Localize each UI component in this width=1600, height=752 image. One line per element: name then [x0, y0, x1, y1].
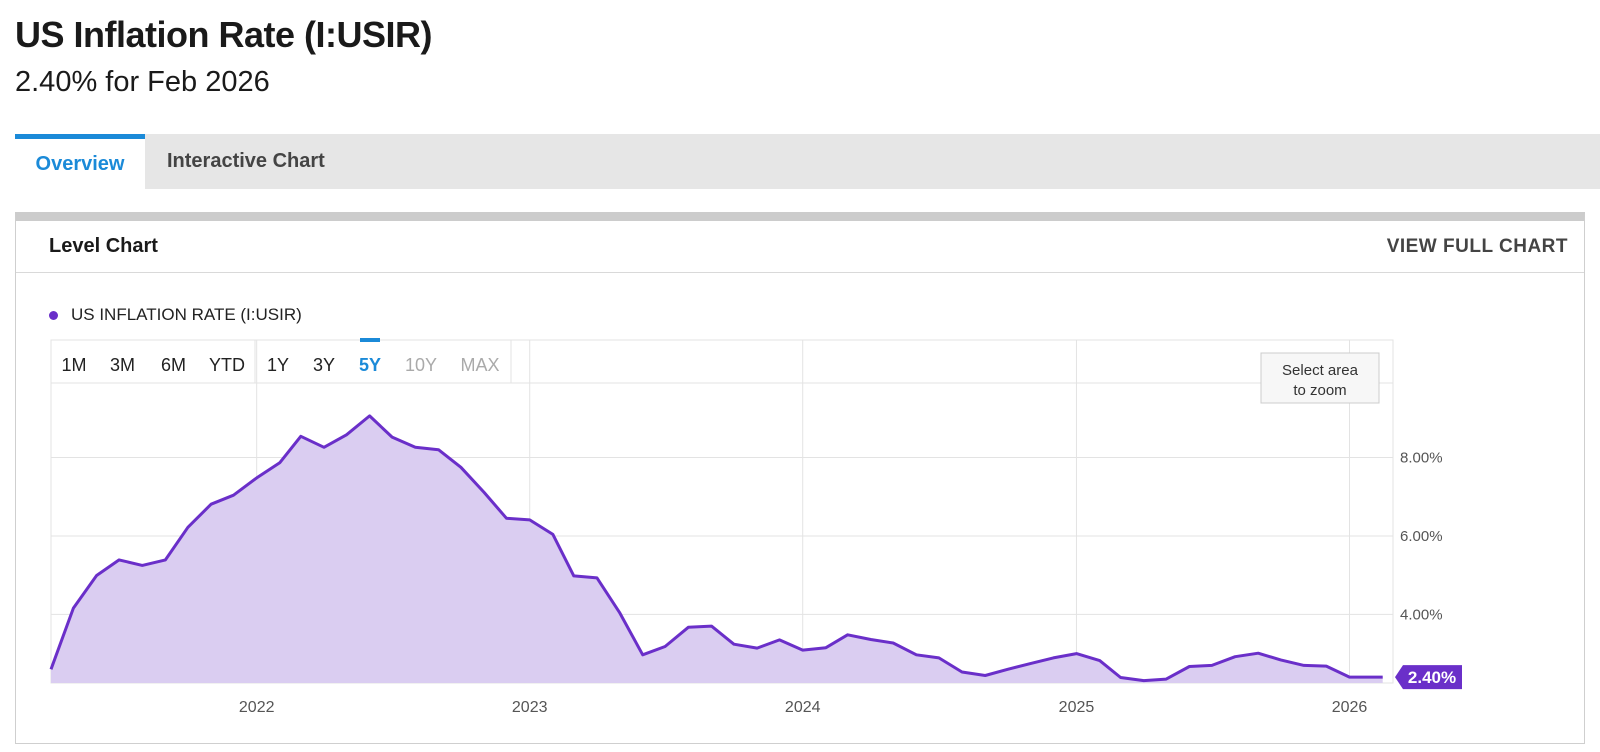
y-tick-label: 4.00% — [1400, 606, 1443, 623]
range-button-label: 10Y — [405, 355, 437, 375]
series-area — [51, 415, 1383, 683]
range-button-label: 5Y — [359, 355, 381, 375]
tab-interactive-chart[interactable]: Interactive Chart — [167, 150, 325, 172]
last-value-label: 2.40% — [1408, 668, 1456, 687]
x-tick-label: 2026 — [1332, 699, 1368, 716]
y-tick-label: 8.00% — [1400, 450, 1443, 467]
zoom-hint-text: Select area — [1282, 362, 1359, 379]
range-button-max: MAX — [460, 355, 499, 375]
x-tick-label: 2025 — [1059, 699, 1095, 716]
x-tick-label: 2022 — [239, 699, 275, 716]
range-button-label: 3Y — [313, 355, 335, 375]
range-button-label: 3M — [110, 355, 135, 375]
x-tick-label: 2024 — [785, 699, 821, 716]
zoom-hint-box — [1260, 352, 1380, 404]
series-line[interactable] — [49, 414, 1383, 683]
range-button-ytd[interactable]: YTD — [209, 355, 245, 375]
range-button-3m[interactable]: 3M — [110, 355, 135, 375]
legend-label: US INFLATION RATE (I:USIR) — [71, 305, 302, 324]
card-header: Level Chart VIEW FULL CHART — [16, 221, 1584, 273]
range-button-1m[interactable]: 1M — [61, 355, 86, 375]
last-value-tag — [1395, 665, 1462, 690]
tab-overview[interactable]: Overview — [15, 134, 145, 189]
zoom-hint-text: to zoom — [1293, 382, 1346, 399]
range-button-label: MAX — [460, 355, 499, 375]
card-title: Level Chart — [49, 235, 158, 257]
level-chart[interactable]: 4.00% 6.00% 8.00% 2022 2023 2024 2025 2026 1M 3M 6… — [16, 221, 1584, 744]
range-button-label: 6M — [161, 355, 186, 375]
legend-dot-icon — [49, 310, 58, 320]
range-button-1y[interactable]: 1Y — [267, 355, 289, 375]
view-full-chart-link[interactable]: VIEW FULL CHART — [1386, 236, 1568, 257]
range-button-label: 1Y — [267, 355, 289, 375]
range-button-5y[interactable]: 5Y — [359, 338, 381, 375]
active-range-indicator — [360, 338, 380, 342]
page-subtitle: 2.40% for Feb 2026 — [15, 66, 270, 98]
range-button-label: YTD — [209, 355, 245, 375]
range-button-10y: 10Y — [405, 355, 437, 375]
x-tick-label: 2023 — [512, 699, 548, 716]
page-title: US Inflation Rate (I:USIR) — [15, 14, 433, 55]
range-button-6m[interactable]: 6M — [161, 355, 186, 375]
level-chart-card: Level Chart VIEW FULL CHART US INFLATION… — [15, 212, 1585, 744]
range-button-label: 1M — [61, 355, 86, 375]
range-button-3y[interactable]: 3Y — [313, 355, 335, 375]
y-tick-label: 6.00% — [1400, 528, 1443, 545]
tab-bar: Overview Interactive Chart — [15, 134, 1600, 189]
chart-legend[interactable]: US INFLATION RATE (I:USIR) — [49, 305, 302, 325]
